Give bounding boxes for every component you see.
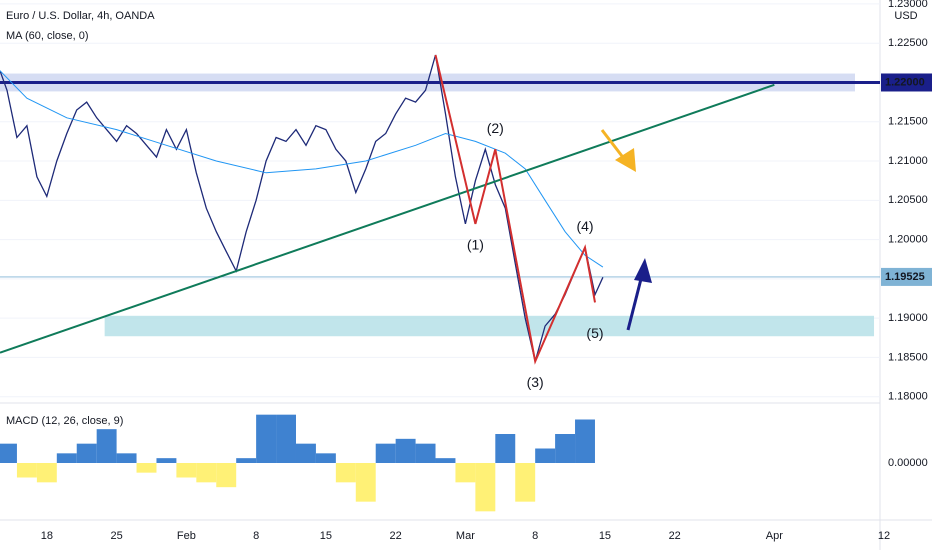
chart-title: Euro / U.S. Dollar, 4h, OANDA [6, 10, 155, 22]
macd-bar [236, 458, 257, 463]
main-pane: 1.180001.185001.190001.195001.200001.205… [0, 0, 932, 403]
y-tick-label: 1.21000 [888, 155, 928, 167]
arrow-down [600, 129, 627, 161]
y-tick-label: 1.21500 [888, 116, 928, 128]
macd-bar [335, 463, 356, 483]
y-tick-label: 1.22500 [888, 37, 928, 49]
macd-bar [435, 458, 456, 463]
macd-bar [455, 463, 476, 483]
macd-bar [0, 443, 17, 463]
wave-label: (4) [576, 218, 593, 234]
trendline [0, 83, 775, 354]
macd-bar [475, 463, 496, 512]
macd-bar [355, 463, 376, 502]
macd-bar [555, 434, 576, 463]
arrow-up [626, 274, 644, 331]
macd-bar [515, 463, 536, 502]
macd-bar [375, 443, 396, 463]
macd-bar [315, 453, 336, 463]
x-tick-label: 22 [669, 530, 681, 542]
wave-label: (2) [487, 120, 504, 136]
y-tick-label: 1.20500 [888, 194, 928, 206]
price-line [0, 54, 604, 362]
macd-bar [295, 443, 316, 463]
wave-label: (1) [467, 237, 484, 253]
macd-bar [56, 453, 77, 463]
y-tick-label: 1.18500 [888, 351, 928, 363]
arrow-head [634, 258, 652, 283]
y-tick-label: 1.19000 [888, 312, 928, 324]
price-tag [881, 73, 932, 92]
macd-bar [395, 438, 416, 463]
ma-line [0, 70, 604, 268]
x-tick-label: 8 [253, 530, 259, 542]
macd-bar [136, 463, 157, 473]
macd-bar [116, 453, 137, 463]
x-tick-label: 25 [110, 530, 122, 542]
x-tick-label: 22 [390, 530, 402, 542]
x-tick-label: Feb [177, 530, 196, 542]
macd-bar [495, 434, 516, 463]
wave-line [434, 54, 596, 365]
macd-pane: 0.00000 18 25 Feb 8 15 22 Mar 8 15 22 Apr 12 [0, 414, 928, 542]
macd-bar [256, 414, 277, 463]
currency: USD [894, 10, 917, 22]
price-tag [881, 267, 932, 286]
support-zone [104, 315, 875, 337]
macd-bar [276, 414, 296, 463]
y-tick-label: 1.18000 [888, 391, 928, 403]
x-tick-label: Apr [766, 530, 783, 542]
x-tick-label: 15 [599, 530, 611, 542]
macd-bar [415, 443, 436, 463]
y-tick-label: 1.20000 [888, 234, 928, 246]
ma-legend: MA (60, close, 0) [6, 30, 89, 42]
wave-label: (5) [586, 325, 603, 341]
y-tick-label: 1.23000 [888, 0, 928, 10]
macd-bar [216, 463, 237, 488]
macd-bar [535, 448, 556, 463]
macd-bar [36, 463, 57, 483]
x-tick-label: Mar [456, 530, 475, 542]
x-tick-label: 12 [878, 530, 890, 542]
macd-bar [176, 463, 197, 478]
wave-label: (3) [527, 374, 544, 390]
x-tick-label: 15 [320, 530, 332, 542]
x-tick-label: 8 [532, 530, 538, 542]
y-tick-label: 0.00000 [888, 457, 928, 469]
macd-bar [76, 443, 97, 463]
macd-bar [196, 463, 217, 483]
price-tag-label: 1.22000 [885, 76, 925, 88]
arrow-head [615, 148, 636, 172]
macd-bar [156, 458, 177, 463]
macd-bar [16, 463, 37, 478]
macd-title: MACD (12, 26, close, 9) [6, 415, 123, 427]
macd-bar [96, 429, 117, 463]
macd-bar [575, 419, 595, 463]
x-tick-label: 18 [41, 530, 53, 542]
price-tag-label: 1.19525 [885, 271, 925, 283]
